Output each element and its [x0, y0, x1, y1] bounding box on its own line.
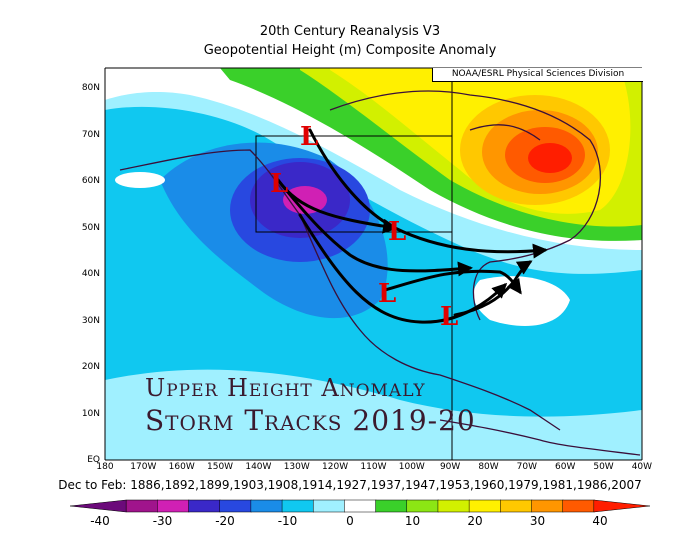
- low-marker: L: [440, 302, 458, 332]
- longitude-label: 40W: [631, 462, 653, 472]
- colorbar-label: -20: [215, 514, 235, 528]
- low-markers: L L L L L: [270, 122, 458, 332]
- colorbar-label: 40: [592, 514, 608, 528]
- colorbar-swatch: [593, 499, 651, 513]
- longitude-label: 130W: [283, 462, 310, 472]
- latitude-label: 30N: [81, 315, 100, 326]
- track-4: [383, 269, 522, 295]
- colorbar-swatch: [157, 499, 190, 513]
- region-box: [255, 135, 453, 233]
- longitude-label: 140W: [245, 462, 272, 472]
- data-credit: NOAA/ESRL Physical Sciences Division: [432, 68, 643, 82]
- period-caption: Dec to Feb: 1886,1892,1899,1903,1908,191…: [58, 478, 642, 492]
- colorbar: [69, 499, 651, 513]
- longitude-label: 170W: [130, 462, 157, 472]
- longitude-label: 90W: [439, 462, 461, 472]
- colorbar-label: -30: [152, 514, 173, 528]
- colorbar-label: 30: [529, 514, 546, 528]
- overlay-subtitle: Storm Tracks 2019-20: [145, 404, 476, 437]
- colorbar-swatch: [125, 499, 159, 513]
- colorbar-swatch: [188, 499, 221, 513]
- latitude-label: 50N: [81, 222, 100, 233]
- colorbar-swatch: [344, 499, 377, 513]
- track-6: [298, 213, 508, 324]
- colorbar-swatch: [375, 499, 408, 513]
- colorbar-swatch: [281, 499, 314, 513]
- latitude-label: 10N: [81, 408, 100, 419]
- coastlines: [119, 90, 641, 456]
- colorbar-swatch: [69, 499, 127, 513]
- colorbar-swatch: [531, 499, 564, 513]
- colorbar-swatch: [468, 499, 502, 513]
- low-marker: L: [378, 279, 396, 309]
- colorbar-label: 10: [404, 514, 421, 528]
- colorbar-label: 0: [346, 514, 354, 528]
- chart-title: 20th Century Reanalysis V3: [259, 24, 441, 39]
- colorbar-swatch: [250, 499, 283, 513]
- latitude-label: 80N: [81, 83, 100, 93]
- colorbar-swatch: [219, 499, 252, 513]
- longitude-label: 100W: [398, 462, 425, 472]
- latitude-label: 20N: [81, 362, 100, 372]
- longitude-label: 160W: [168, 462, 195, 472]
- colorbar-label: -40: [90, 514, 110, 528]
- longitude-label: 70W: [516, 462, 538, 472]
- longitude-label: 120W: [322, 462, 349, 472]
- low-marker: L: [270, 169, 288, 199]
- latitude-label: EQ: [87, 455, 100, 465]
- longitude-label: 150W: [207, 462, 234, 472]
- track-3: [276, 178, 473, 277]
- low-marker: L: [388, 217, 406, 247]
- longitude-label: 60W: [555, 462, 576, 472]
- longitude-label: 50W: [593, 462, 614, 472]
- colorbar-swatch: [312, 499, 346, 513]
- storm-tracks: [276, 128, 548, 324]
- latitude-label: 70N: [81, 129, 100, 140]
- anomaly-fill: [105, 68, 642, 460]
- colorbar-label: -10: [277, 514, 298, 528]
- low-marker: L: [300, 122, 318, 152]
- latitude-label: 60N: [81, 176, 100, 186]
- colorbar-swatch: [437, 499, 470, 513]
- colorbar-swatch: [406, 499, 439, 513]
- longitude-label: 110W: [360, 462, 387, 472]
- colorbar-swatch: [500, 499, 533, 513]
- longitude-label: 80W: [478, 462, 499, 472]
- colorbar-label: 20: [467, 514, 483, 528]
- latitude-label: 40N: [81, 269, 100, 279]
- chart-subtitle: Geopotential Height (m) Composite Anomal…: [203, 43, 497, 58]
- longitude-label: 180: [96, 462, 114, 472]
- colorbar-swatch: [562, 499, 595, 513]
- overlay-title: Upper Height Anomaly: [145, 374, 426, 402]
